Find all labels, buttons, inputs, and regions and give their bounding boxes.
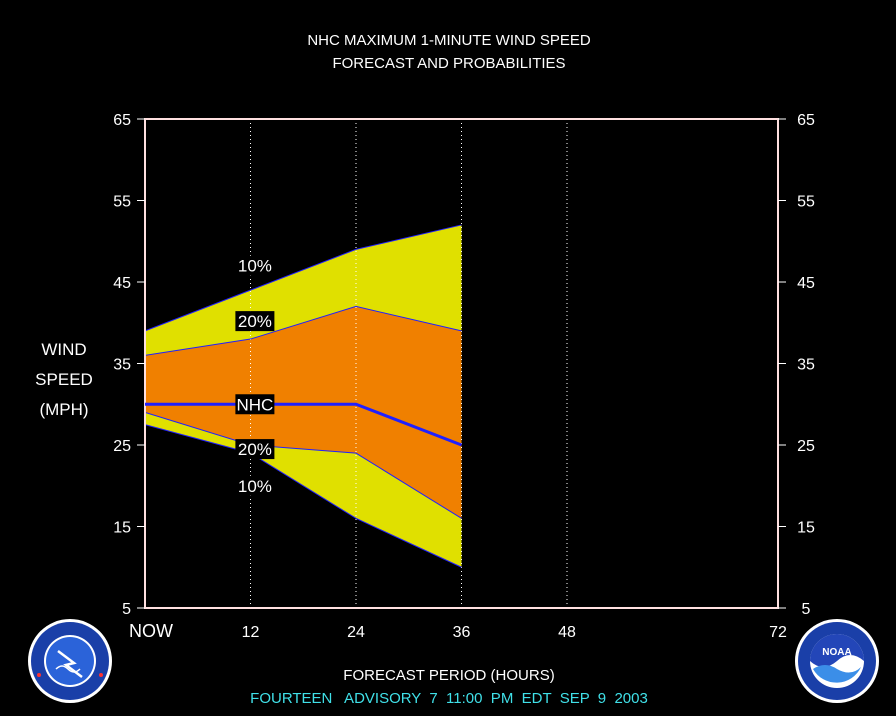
band-label-4: 10% [238, 477, 272, 496]
noaa-logo-icon: NOAA [795, 619, 879, 703]
x-tick-label-36: 36 [453, 624, 471, 641]
lower-10-line [144, 424, 462, 568]
chart-subtitle: FORECAST AND PROBABILITIES [332, 55, 565, 72]
x-axis-label: FORECAST PERIOD (HOURS) [343, 667, 554, 684]
x-tick-label-NOW: NOW [129, 621, 173, 641]
y-tick-label-right-25: 25 [797, 438, 815, 455]
y-tick-label-left-15: 15 [113, 520, 131, 537]
x-tick-label-48: 48 [558, 624, 576, 641]
chart-title: NHC MAXIMUM 1-MINUTE WIND SPEED [307, 32, 591, 49]
lower-20-line [144, 411, 462, 519]
y-axis-label-line-1: WIND [41, 340, 86, 359]
y-axis-label-line-2: SPEED [35, 370, 93, 389]
band-label-bg-4 [235, 475, 275, 496]
band-label-0: 10% [238, 257, 272, 276]
band-20-percent [145, 306, 462, 519]
upper-10-line [144, 224, 462, 332]
y-tick-label-right-65: 65 [797, 112, 815, 129]
upper-20-line [144, 305, 462, 356]
nws-logo-icon [28, 619, 112, 703]
y-tick-label-left-25: 25 [113, 438, 131, 455]
band-label-bg-1 [235, 311, 275, 332]
y-tick-label-right-35: 35 [797, 357, 815, 374]
y-tick-label-right-55: 55 [797, 194, 815, 211]
band-label-3: 20% [238, 440, 272, 459]
y-tick-label-left-55: 55 [113, 194, 131, 211]
x-tick-label-24: 24 [347, 624, 365, 641]
y-axis-label-line-3: (MPH) [39, 400, 88, 419]
y-tick-label-left-65: 65 [113, 112, 131, 129]
advisory-footer: FOURTEEN ADVISORY 7 11:00 PM EDT SEP 9 2… [250, 690, 648, 707]
y-tick-label-left-5: 5 [122, 601, 131, 618]
y-tick-label-left-45: 45 [113, 275, 131, 292]
x-tick-label-12: 12 [242, 624, 260, 641]
x-tick-label-72: 72 [769, 624, 787, 641]
y-tick-label-left-35: 35 [113, 357, 131, 374]
band-label-bg-3 [235, 439, 275, 460]
noaa-logo-text: NOAA [822, 647, 851, 658]
forecast-line-nhc [145, 402, 463, 447]
y-tick-label-right-15: 15 [797, 520, 815, 537]
band-label-2: NHC [236, 395, 273, 414]
y-tick-label-right-5: 5 [802, 601, 811, 618]
band-label-bg-2 [235, 394, 275, 415]
band-label-1: 20% [238, 312, 272, 331]
band-label-bg-0 [235, 255, 275, 276]
y-tick-label-right-45: 45 [797, 275, 815, 292]
